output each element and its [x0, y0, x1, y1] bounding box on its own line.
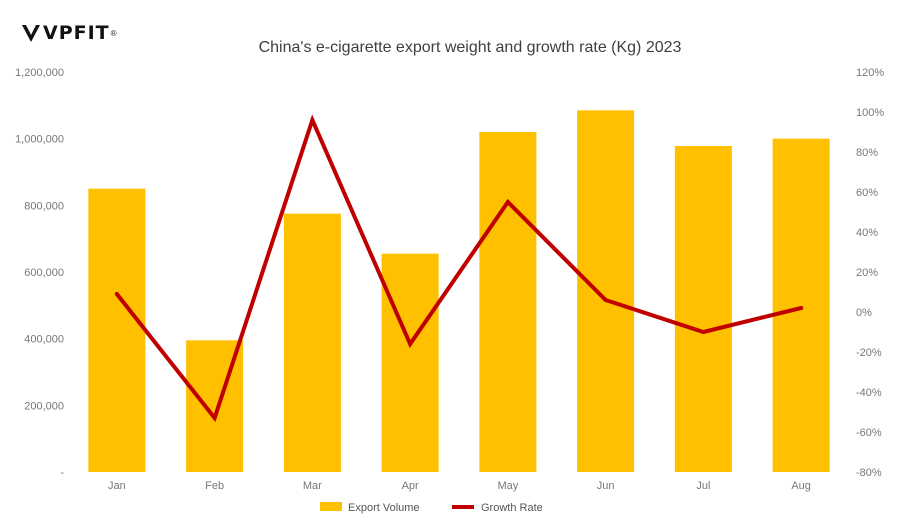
- y-right-tick-label: 80%: [856, 147, 878, 159]
- legend: Export Volume Growth Rate: [320, 502, 543, 514]
- y-left-tick-label: 1,200,000: [15, 67, 64, 79]
- growth-point-apr: [408, 342, 413, 346]
- bar-series: [88, 110, 830, 472]
- x-tick-label: May: [497, 480, 518, 492]
- growth-rate-line: [114, 114, 804, 423]
- y-left-axis: - 200,000 400,000 600,000 800,000 1,000,000 1,…: [15, 67, 64, 479]
- growth-point-jun: [603, 298, 608, 302]
- bar-jan: [88, 188, 146, 472]
- bar-jul: [674, 146, 732, 472]
- y-right-tick-label: 120%: [856, 67, 884, 79]
- leaf-logo-icon: [22, 25, 40, 42]
- logo-registered-mark: ®: [110, 28, 117, 38]
- growth-point-feb: [212, 416, 217, 420]
- chart-title: China's e-cigarette export weight and gr…: [259, 39, 682, 56]
- legend-label-growth-rate: Growth Rate: [481, 502, 543, 514]
- y-right-tick-label: -40%: [856, 387, 882, 399]
- x-tick-label: Aug: [791, 480, 811, 492]
- x-tick-label: Apr: [402, 480, 419, 492]
- legend-label-export-volume: Export Volume: [348, 502, 420, 514]
- x-tick-label: Jul: [696, 480, 710, 492]
- y-left-tick-label: 200,000: [24, 400, 64, 412]
- legend-swatch-export-volume: [320, 502, 342, 511]
- x-tick-label: Jun: [597, 480, 615, 492]
- x-tick-label: Jan: [108, 480, 126, 492]
- bar-aug: [772, 138, 830, 472]
- x-tick-label: Mar: [303, 480, 322, 492]
- bar-apr: [381, 253, 439, 472]
- y-left-tick-label: 600,000: [24, 267, 64, 279]
- bar-mar: [283, 213, 341, 472]
- logo-text: VPFIT: [43, 22, 110, 44]
- y-right-tick-label: -20%: [856, 347, 882, 359]
- y-left-tick-label: -: [60, 467, 64, 479]
- line-series: [114, 114, 804, 423]
- growth-point-jan: [114, 292, 119, 296]
- y-right-tick-label: 100%: [856, 107, 884, 119]
- y-right-tick-label: 40%: [856, 227, 878, 239]
- y-right-tick-label: -60%: [856, 427, 882, 439]
- bar-jun: [577, 110, 635, 472]
- y-left-tick-label: 400,000: [24, 334, 64, 346]
- y-right-tick-label: -80%: [856, 467, 882, 479]
- vpfit-logo: VPFIT ®: [20, 22, 117, 44]
- growth-point-aug: [799, 306, 804, 310]
- bar-may: [479, 132, 537, 472]
- y-left-tick-label: 800,000: [24, 200, 64, 212]
- y-right-tick-label: 20%: [856, 267, 878, 279]
- y-right-axis: -80% -60% -40% -20% 0% 20% 40% 60% 80% 100% 120%: [856, 67, 884, 479]
- growth-point-mar: [310, 118, 315, 122]
- x-axis: Jan Feb Mar Apr May Jun Jul Aug: [108, 480, 811, 492]
- y-right-tick-label: 60%: [856, 187, 878, 199]
- growth-point-may: [505, 200, 510, 204]
- y-left-tick-label: 1,000,000: [15, 134, 64, 146]
- x-tick-label: Feb: [205, 480, 224, 492]
- growth-point-jul: [701, 330, 706, 334]
- y-right-tick-label: 0%: [856, 307, 872, 319]
